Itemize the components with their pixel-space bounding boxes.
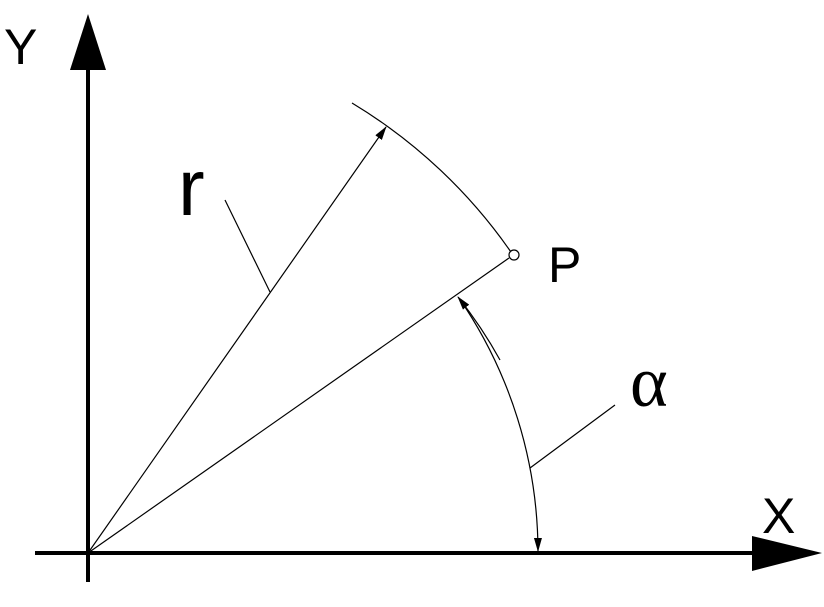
radius-label: r	[178, 143, 205, 232]
angle-label: α	[630, 342, 668, 422]
radius-line	[87, 126, 387, 554]
x-axis-label: X	[762, 488, 795, 544]
radius-label-leader	[224, 199, 271, 293]
radius-arc	[351, 102, 514, 256]
point-p-marker	[508, 249, 520, 261]
point-p-label: P	[548, 237, 581, 293]
angle-arc-start-arrow	[457, 296, 501, 361]
angle-arc	[458, 297, 542, 552]
x-axis-arrowhead	[752, 536, 822, 571]
y-axis-label: Y	[4, 19, 37, 75]
angle-label-leader	[529, 404, 616, 469]
y-axis-arrowhead	[70, 14, 106, 70]
line-to-point-p	[87, 257, 510, 554]
